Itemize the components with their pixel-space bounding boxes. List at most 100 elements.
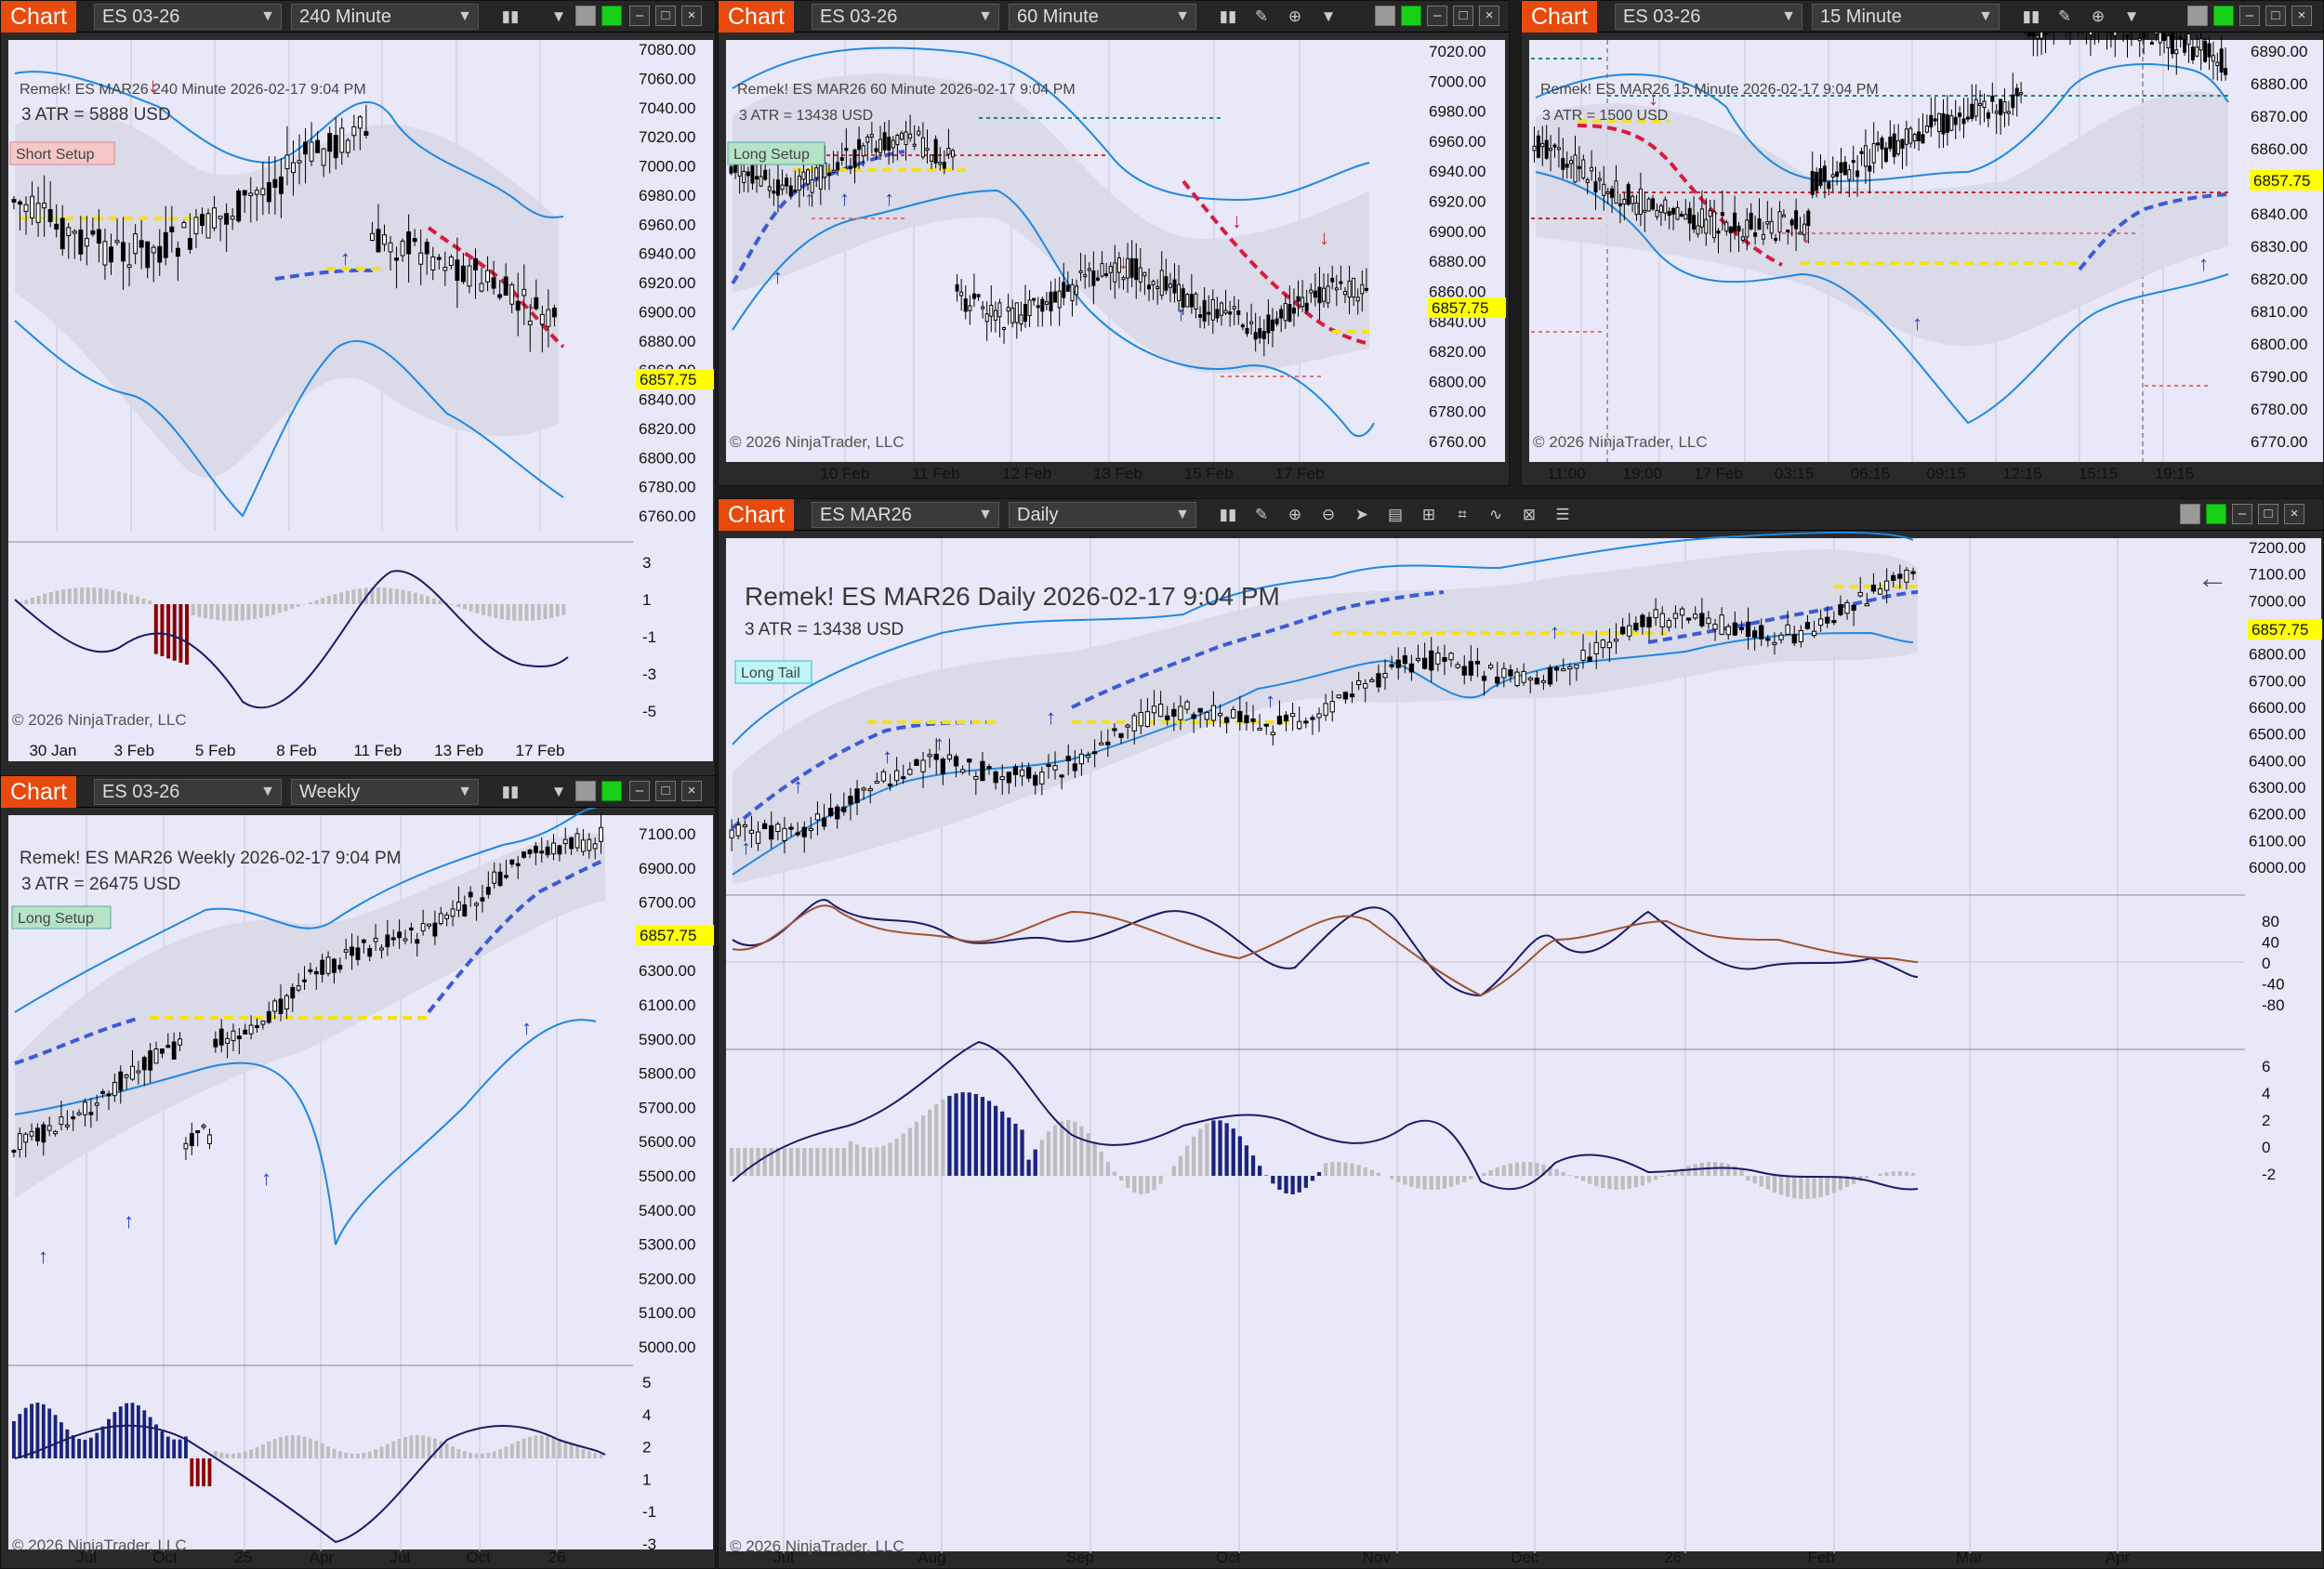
zoom-in-icon[interactable]: ⊕	[1287, 506, 1302, 523]
link-color-green-button[interactable]	[601, 6, 622, 26]
zoom-in-icon[interactable]: ⊕	[2091, 7, 2106, 25]
histogram-bar	[1171, 1166, 1176, 1176]
link-color-gray-button[interactable]	[575, 781, 596, 801]
link-color-gray-button[interactable]	[2180, 504, 2200, 524]
link-color-green-button[interactable]	[1401, 6, 1421, 26]
templates-icon[interactable]: ☰	[1555, 506, 1570, 523]
bars-type-icon[interactable]: ▮▮	[1219, 506, 1237, 523]
minimize-button[interactable]: –	[629, 6, 650, 26]
chart-tab[interactable]: Chart	[719, 499, 795, 531]
close-button[interactable]: ×	[2291, 6, 2312, 26]
link-color-green-button[interactable]	[2206, 504, 2226, 524]
candle-body	[887, 784, 893, 787]
minimize-button[interactable]: –	[629, 781, 650, 801]
histogram-bar	[1112, 1171, 1117, 1176]
candle-body	[1125, 724, 1130, 728]
minimize-button[interactable]: –	[2232, 504, 2252, 524]
candle-body	[136, 1070, 141, 1074]
link-color-green-button[interactable]	[601, 781, 622, 801]
candle-body	[1802, 223, 1806, 235]
dropdown-arrow-icon[interactable]: ▼	[2123, 7, 2140, 25]
histogram-bar	[841, 1148, 846, 1176]
maximize-button[interactable]: □	[655, 781, 676, 801]
chart-tab[interactable]: Chart	[1, 776, 77, 808]
interval-selector[interactable]: 240 Minute ▼	[291, 4, 479, 30]
pointer-icon[interactable]: ➤	[1354, 506, 1369, 523]
candle-body	[195, 1130, 201, 1134]
bars-type-icon[interactable]: ▮▮	[501, 783, 520, 800]
pencil-icon[interactable]: ✎	[1254, 506, 1269, 523]
data-box-icon[interactable]: ▤	[1387, 506, 1404, 523]
candle-body	[450, 908, 456, 917]
maximize-button[interactable]: □	[2258, 504, 2278, 524]
bars-type-icon[interactable]: ▮▮	[501, 7, 520, 25]
oscillator-axis: 5 4 2 1 -1 -3	[642, 1374, 656, 1553]
close-button[interactable]: ×	[1479, 6, 1499, 26]
histogram-bar	[18, 1414, 22, 1458]
histogram-bar	[385, 1444, 390, 1458]
pencil-icon[interactable]: ✎	[2057, 7, 2072, 25]
axis-tick-label: 6100.00	[639, 996, 695, 1014]
axis-tick-label: 6700.00	[639, 894, 695, 912]
candle-body	[1953, 116, 1958, 125]
link-color-gray-button[interactable]	[1375, 6, 1395, 26]
chart-area[interactable]: Remek! ES MAR26 Daily 2026-02-17 9:04 PM…	[719, 531, 2324, 1569]
interval-selector[interactable]: 15 Minute ▼	[1812, 4, 2000, 30]
maximize-button[interactable]: □	[2265, 6, 2286, 26]
bars-type-icon[interactable]: ▮▮	[1219, 7, 1237, 25]
chart-area[interactable]: Remek! ES MAR26 15 Minute 2026-02-17 9:0…	[1522, 33, 2324, 486]
indicators-icon[interactable]: ∿	[1488, 506, 1503, 523]
maximize-button[interactable]: □	[1453, 6, 1473, 26]
close-button[interactable]: ×	[2284, 504, 2304, 524]
snapshot-icon[interactable]: ⌗	[1458, 506, 1467, 523]
instrument-selector[interactable]: ES 03-26 ▼	[812, 4, 999, 30]
bars-type-icon[interactable]: ▮▮	[2022, 7, 2040, 25]
histogram-bar	[762, 1148, 767, 1176]
instrument-selector[interactable]: ES 03-26 ▼	[94, 779, 282, 805]
histogram-bar	[1759, 1176, 1763, 1187]
back-arrow-icon[interactable]: ←	[2197, 560, 2228, 596]
dropdown-arrow-icon[interactable]: ▼	[550, 7, 567, 25]
close-button[interactable]: ×	[681, 6, 702, 26]
chart-area[interactable]: Remek! ES MAR26 240 Minute 2026-02-17 9:…	[1, 33, 716, 778]
pencil-icon[interactable]: ✎	[1254, 7, 1269, 25]
link-color-green-button[interactable]	[2213, 6, 2234, 26]
close-button[interactable]: ×	[681, 781, 702, 801]
chevron-down-icon: ▼	[1978, 8, 1993, 24]
candle-body	[1108, 266, 1113, 273]
dropdown-arrow-icon[interactable]: ▼	[550, 783, 567, 800]
chart-area[interactable]: Remek! ES MAR26 60 Minute 2026-02-17 9:0…	[719, 33, 1510, 486]
link-color-gray-button[interactable]	[2187, 6, 2208, 26]
chart-tab[interactable]: Chart	[719, 1, 795, 33]
instrument-selector[interactable]: ES MAR26 ▼	[812, 502, 999, 528]
chart-tab[interactable]: Chart	[1522, 1, 1598, 33]
zoom-out-icon[interactable]: ⊖	[1321, 506, 1336, 523]
histogram-bar	[1554, 1168, 1559, 1176]
chart-tab[interactable]: Chart	[1, 1, 77, 33]
minimize-button[interactable]: –	[2239, 6, 2260, 26]
candle-body	[397, 931, 403, 939]
zoom-in-icon[interactable]: ⊕	[1287, 7, 1302, 25]
candle-body	[976, 294, 981, 297]
histogram-bar	[279, 1436, 283, 1458]
arrow-up-signal: ↑	[882, 745, 892, 768]
properties-icon[interactable]: ⊞	[1421, 506, 1436, 523]
link-color-gray-button[interactable]	[575, 6, 596, 26]
instrument-selector[interactable]: ES 03-26 ▼	[1615, 4, 1802, 30]
histogram-bar	[1303, 1176, 1308, 1188]
interval-selector[interactable]: Weekly ▼	[291, 779, 479, 805]
candle-body	[1078, 270, 1083, 273]
instrument-selector[interactable]: ES 03-26 ▼	[94, 4, 282, 30]
histogram-bar	[23, 1407, 28, 1458]
interval-selector[interactable]: 60 Minute ▼	[1009, 4, 1196, 30]
candle-body	[1842, 162, 1847, 176]
interval-selector[interactable]: Daily ▼	[1009, 502, 1196, 528]
strategies-icon[interactable]: ⊠	[1522, 506, 1537, 523]
histogram-bar	[557, 1438, 561, 1458]
chart-area[interactable]: Remek! ES MAR26 Weekly 2026-02-17 9:04 P…	[1, 808, 716, 1569]
dropdown-arrow-icon[interactable]: ▼	[1320, 7, 1337, 25]
histogram-bar	[960, 1092, 965, 1176]
minimize-button[interactable]: –	[1427, 6, 1447, 26]
arrow-up-signal: ↑	[884, 187, 894, 210]
maximize-button[interactable]: □	[655, 6, 676, 26]
